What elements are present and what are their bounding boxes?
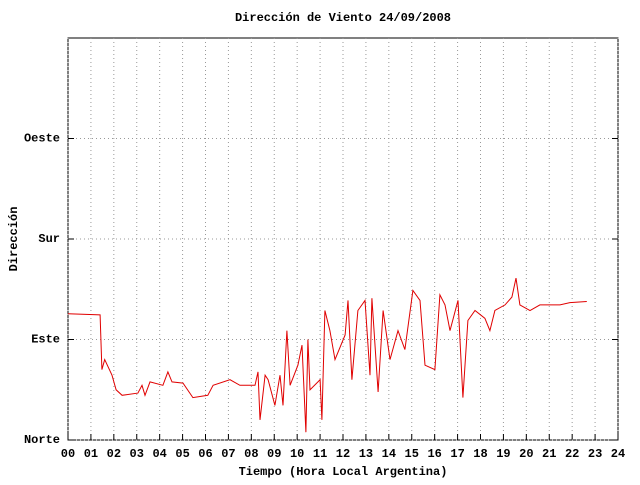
x-tick-label: 19 xyxy=(496,447,510,461)
x-axis-label: Tiempo (Hora Local Argentina) xyxy=(239,465,448,479)
y-tick-label: Sur xyxy=(38,232,60,246)
y-axis-label: Dirección xyxy=(7,207,21,272)
x-tick-label: 23 xyxy=(588,447,602,461)
x-tick-label: 05 xyxy=(175,447,189,461)
y-tick-label: Este xyxy=(31,333,60,347)
x-tick-label: 08 xyxy=(244,447,258,461)
x-tick-label: 03 xyxy=(130,447,144,461)
x-tick-label: 12 xyxy=(336,447,350,461)
x-tick-label: 16 xyxy=(427,447,441,461)
x-tick-label: 07 xyxy=(221,447,235,461)
x-tick-label: 18 xyxy=(473,447,487,461)
x-tick-label: 14 xyxy=(382,447,396,461)
data-line xyxy=(67,277,587,433)
x-tick-label: 15 xyxy=(405,447,419,461)
x-tick-label: 20 xyxy=(519,447,533,461)
y-tick-label: Oeste xyxy=(24,132,60,146)
x-tick-label: 02 xyxy=(107,447,121,461)
x-tick-label: 09 xyxy=(267,447,281,461)
chart-title: Dirección de Viento 24/09/2008 xyxy=(235,11,451,25)
x-tick-label: 21 xyxy=(542,447,556,461)
x-tick-label: 17 xyxy=(450,447,464,461)
x-tick-label: 11 xyxy=(313,447,327,461)
x-tick-label: 00 xyxy=(61,447,75,461)
x-tick-label: 06 xyxy=(198,447,212,461)
x-tick-label: 01 xyxy=(84,447,98,461)
x-tick-label: 04 xyxy=(152,447,166,461)
x-tick-label: 13 xyxy=(359,447,373,461)
x-tick-label: 10 xyxy=(290,447,304,461)
x-tick-label: 22 xyxy=(565,447,579,461)
x-tick-label: 24 xyxy=(611,447,625,461)
y-tick-label: Norte xyxy=(24,433,60,447)
